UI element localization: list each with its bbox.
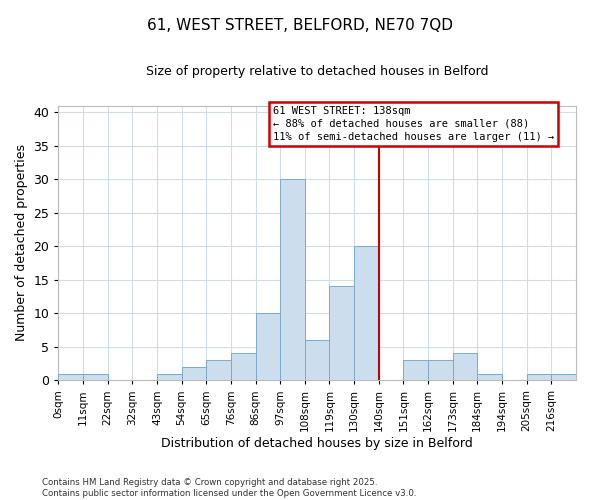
Bar	[256, 314, 280, 380]
Text: 61 WEST STREET: 138sqm
← 88% of detached houses are smaller (88)
11% of semi-det: 61 WEST STREET: 138sqm ← 88% of detached…	[273, 106, 554, 142]
Bar	[182, 367, 206, 380]
Bar	[305, 340, 329, 380]
Bar	[83, 374, 108, 380]
Bar	[280, 180, 305, 380]
Bar	[231, 354, 256, 380]
Bar	[527, 374, 551, 380]
Text: Contains HM Land Registry data © Crown copyright and database right 2025.
Contai: Contains HM Land Registry data © Crown c…	[42, 478, 416, 498]
Bar	[428, 360, 452, 380]
Text: 61, WEST STREET, BELFORD, NE70 7QD: 61, WEST STREET, BELFORD, NE70 7QD	[147, 18, 453, 32]
Bar	[403, 360, 428, 380]
Bar	[551, 374, 576, 380]
Bar	[354, 246, 379, 380]
Bar	[206, 360, 231, 380]
Bar	[477, 374, 502, 380]
X-axis label: Distribution of detached houses by size in Belford: Distribution of detached houses by size …	[161, 437, 473, 450]
Title: Size of property relative to detached houses in Belford: Size of property relative to detached ho…	[146, 65, 488, 78]
Bar	[157, 374, 182, 380]
Bar	[329, 286, 354, 380]
Bar	[452, 354, 477, 380]
Bar	[58, 374, 83, 380]
Y-axis label: Number of detached properties: Number of detached properties	[15, 144, 28, 342]
